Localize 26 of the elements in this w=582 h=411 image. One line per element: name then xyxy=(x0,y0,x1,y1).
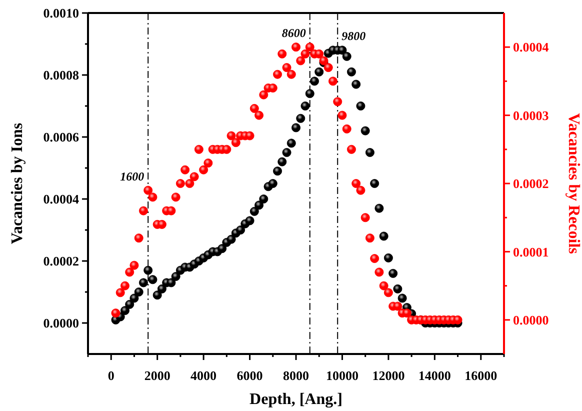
x-tick-label: 10000 xyxy=(326,368,358,383)
y2-axis-title: Vacancies by Recoils xyxy=(565,113,582,254)
y-tick-label: 0.0008 xyxy=(43,68,80,83)
x-tick-label: 14000 xyxy=(418,368,451,383)
y-tick-label: 0.0006 xyxy=(43,130,80,145)
y-tick-label: 0.0002 xyxy=(43,254,79,269)
y-tick-label: 0.0010 xyxy=(43,6,79,21)
x-tick-label: 2000 xyxy=(144,368,170,383)
x-tick-label: 0 xyxy=(108,368,114,383)
ref-line-label: 1600 xyxy=(120,169,144,184)
ref-line-label: 8600 xyxy=(282,26,306,40)
x-tick-label: 6000 xyxy=(236,368,263,383)
x-tick-label: 16000 xyxy=(464,368,498,383)
y-tick-label: 0.0000 xyxy=(43,316,79,331)
y-tick-label: 0.0004 xyxy=(43,192,80,207)
x-tick-label: 12000 xyxy=(372,368,405,383)
x-tick-label: 8000 xyxy=(283,368,309,383)
x-tick-label: 4000 xyxy=(190,368,217,383)
y2-tick-label: 0.0001 xyxy=(513,244,549,260)
y2-tick-label: 0.0002 xyxy=(513,176,549,192)
y2-tick-label: 0.0004 xyxy=(513,40,550,55)
y2-tick-label: 0.0000 xyxy=(513,312,549,328)
x-axis-title: Depth, [Ang.] xyxy=(250,391,342,408)
ref-line-label: 9800 xyxy=(342,29,366,44)
y2-tick-label: 0.0003 xyxy=(513,108,550,123)
y-axis-title: Vacancies by Ions xyxy=(9,122,26,244)
